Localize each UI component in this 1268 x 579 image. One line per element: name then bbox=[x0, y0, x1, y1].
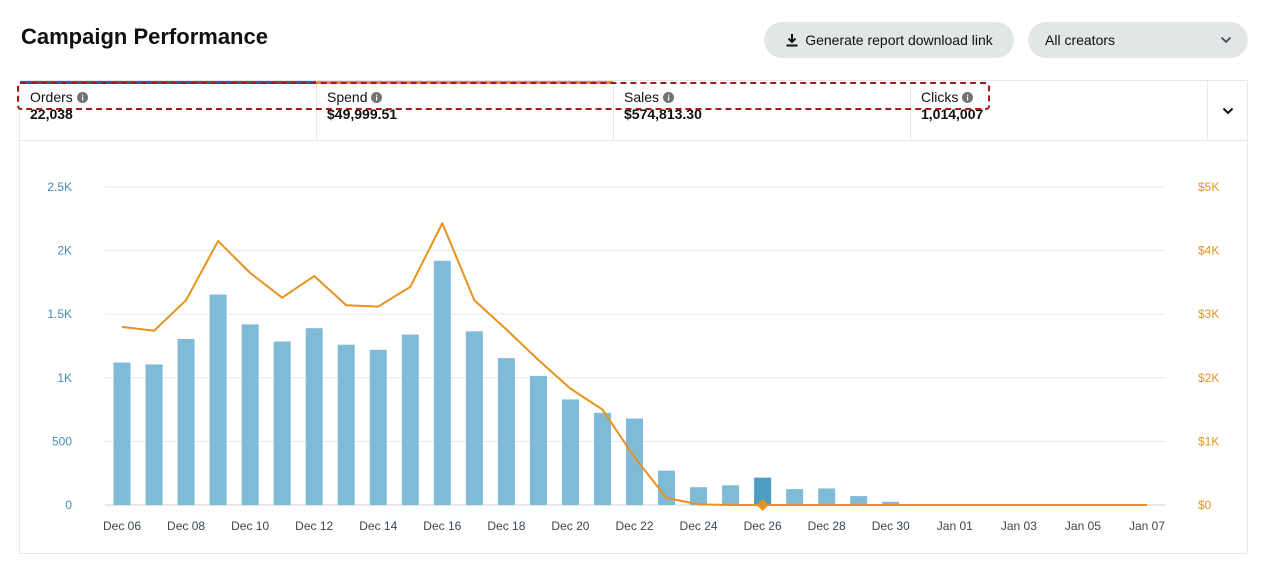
bar-dec-30 bbox=[882, 501, 900, 505]
metric-label: Sales bbox=[624, 89, 900, 105]
bar-dec-12 bbox=[305, 328, 323, 505]
bar-dec-14 bbox=[369, 349, 387, 505]
y-right-tick-label: $5K bbox=[1198, 180, 1219, 194]
x-tick-label: Dec 14 bbox=[359, 519, 397, 533]
x-tick-label: Dec 10 bbox=[231, 519, 269, 533]
metric-value: 1,014,007 bbox=[921, 106, 984, 122]
y-left-tick-label: 2.5K bbox=[47, 180, 72, 194]
bar-dec-13 bbox=[337, 344, 355, 505]
bar-dec-06 bbox=[113, 362, 131, 505]
chevron-down-icon bbox=[1220, 36, 1232, 44]
y-left-tick-label: 1K bbox=[57, 371, 72, 385]
bar-dec-25 bbox=[722, 485, 740, 505]
bar-dec-07 bbox=[145, 364, 163, 505]
y-right-tick-label: $0 bbox=[1198, 498, 1212, 512]
metric-label-text: Orders bbox=[30, 89, 73, 105]
y-right-tick-label: $2K bbox=[1198, 371, 1219, 385]
bar-dec-24 bbox=[690, 487, 708, 505]
x-tick-label: Dec 26 bbox=[744, 519, 782, 533]
y-left-tick-label: 1.5K bbox=[47, 307, 72, 321]
x-tick-label: Jan 03 bbox=[1001, 519, 1037, 533]
bar-dec-27 bbox=[786, 489, 804, 505]
metric-tile-sales[interactable]: Sales $574,813.30 bbox=[614, 81, 911, 140]
bar-dec-23 bbox=[658, 470, 676, 505]
page-title: Campaign Performance bbox=[21, 24, 268, 49]
generate-report-label: Generate report download link bbox=[805, 32, 993, 48]
metric-label-text: Spend bbox=[327, 89, 368, 105]
x-tick-label: Dec 06 bbox=[103, 519, 141, 533]
generate-report-button[interactable]: Generate report download link bbox=[764, 22, 1014, 58]
x-tick-label: Dec 08 bbox=[167, 519, 205, 533]
x-tick-label: Dec 20 bbox=[551, 519, 589, 533]
x-tick-label: Dec 28 bbox=[808, 519, 846, 533]
bar-dec-18 bbox=[497, 358, 515, 505]
y-right-tick-label: $4K bbox=[1198, 244, 1219, 258]
x-tick-label: Jan 07 bbox=[1129, 519, 1165, 533]
y-left-tick-label: 500 bbox=[52, 434, 72, 448]
creator-filter-value: All creators bbox=[1045, 32, 1116, 48]
metric-label-text: Sales bbox=[624, 89, 660, 105]
metric-value: $574,813.30 bbox=[624, 106, 702, 122]
bar-dec-08 bbox=[177, 339, 195, 505]
metric-label: Spend bbox=[327, 89, 603, 105]
metric-label-text: Clicks bbox=[921, 89, 959, 105]
bar-dec-19 bbox=[529, 375, 547, 505]
bar-dec-20 bbox=[561, 399, 579, 505]
x-tick-label: Jan 01 bbox=[937, 519, 973, 533]
bar-dec-15 bbox=[401, 334, 419, 505]
x-tick-label: Dec 18 bbox=[487, 519, 525, 533]
bar-dec-29 bbox=[850, 496, 868, 505]
bar-dec-21 bbox=[593, 412, 611, 505]
x-tick-label: Dec 12 bbox=[295, 519, 333, 533]
info-icon[interactable] bbox=[371, 91, 383, 103]
metric-label: Orders bbox=[30, 89, 306, 105]
bar-dec-22 bbox=[626, 418, 643, 505]
expand-metrics-toggle[interactable] bbox=[1207, 81, 1247, 141]
download-icon bbox=[786, 34, 798, 47]
metric-label: Clicks bbox=[921, 89, 1198, 105]
metric-value: 22,038 bbox=[30, 106, 73, 122]
metric-tile-clicks[interactable]: Clicks 1,014,007 bbox=[911, 81, 1208, 140]
bar-dec-16 bbox=[433, 260, 451, 505]
x-tick-label: Dec 16 bbox=[423, 519, 461, 533]
bar-dec-26 bbox=[754, 477, 772, 505]
bar-dec-09 bbox=[209, 294, 227, 505]
x-tick-label: Dec 24 bbox=[680, 519, 718, 533]
x-tick-label: Jan 05 bbox=[1065, 519, 1101, 533]
y-left-tick-label: 0 bbox=[65, 498, 72, 512]
bar-dec-11 bbox=[273, 341, 291, 505]
y-left-tick-label: 2K bbox=[57, 244, 72, 258]
creator-filter-select[interactable]: All creators bbox=[1028, 22, 1248, 58]
line-point-marker bbox=[756, 499, 769, 511]
info-icon[interactable] bbox=[962, 91, 974, 103]
bar-dec-17 bbox=[465, 331, 483, 505]
bar-dec-28 bbox=[818, 488, 836, 505]
x-tick-label: Dec 30 bbox=[872, 519, 910, 533]
y-right-tick-label: $3K bbox=[1198, 307, 1219, 321]
sales-line bbox=[121, 222, 1147, 506]
bar-dec-10 bbox=[241, 324, 259, 505]
info-icon[interactable] bbox=[663, 91, 675, 103]
info-icon[interactable] bbox=[76, 91, 88, 103]
y-right-tick-label: $1K bbox=[1198, 434, 1219, 448]
chevron-down-icon bbox=[1222, 107, 1233, 114]
x-tick-label: Dec 22 bbox=[615, 519, 653, 533]
metric-value: $49,999.51 bbox=[327, 106, 398, 122]
